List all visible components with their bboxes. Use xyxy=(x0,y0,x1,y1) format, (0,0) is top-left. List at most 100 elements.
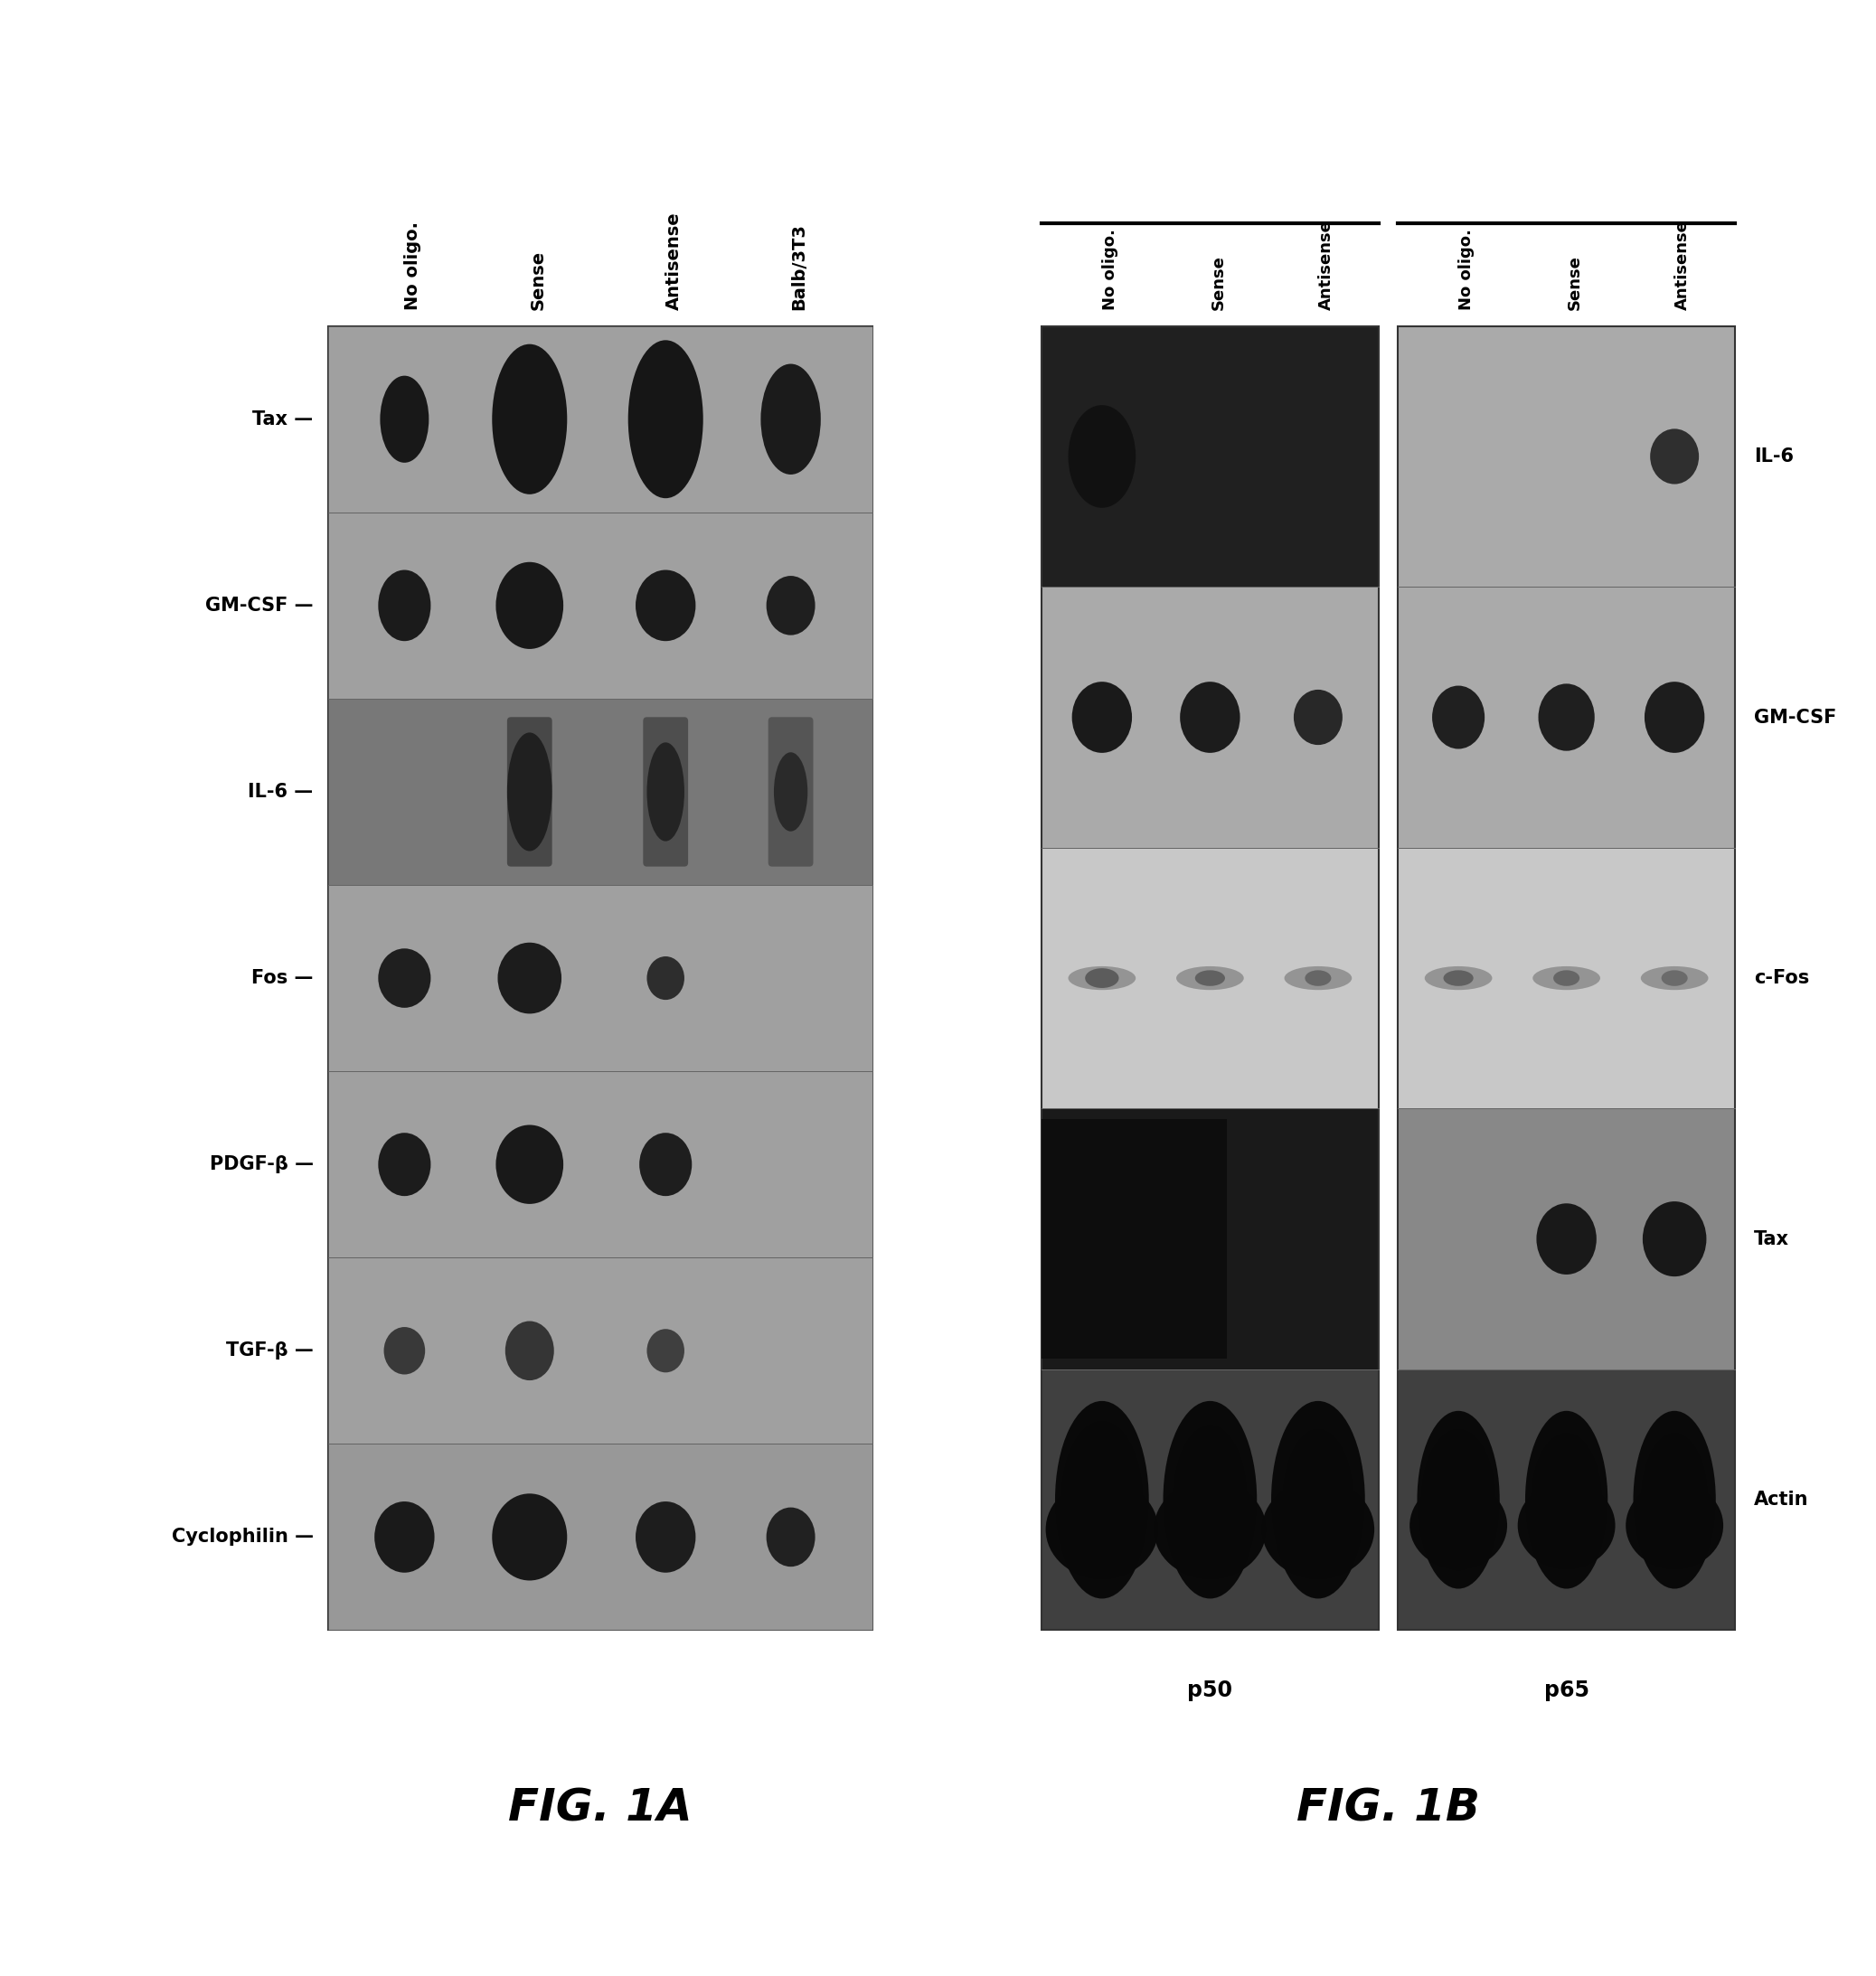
Bar xyxy=(1041,1109,1379,1369)
Bar xyxy=(328,700,872,885)
Ellipse shape xyxy=(379,1132,431,1195)
Text: IL-6: IL-6 xyxy=(1754,447,1793,466)
Ellipse shape xyxy=(647,1330,685,1373)
Ellipse shape xyxy=(492,344,567,494)
FancyBboxPatch shape xyxy=(643,717,688,867)
Ellipse shape xyxy=(1172,1425,1248,1575)
Bar xyxy=(1398,587,1735,848)
Bar xyxy=(1041,326,1379,1630)
Ellipse shape xyxy=(507,733,552,852)
Bar xyxy=(328,1071,872,1257)
Text: No oligo.: No oligo. xyxy=(405,221,422,310)
Ellipse shape xyxy=(1067,966,1135,990)
Ellipse shape xyxy=(1525,1411,1608,1589)
Ellipse shape xyxy=(1553,970,1580,986)
Text: Actin: Actin xyxy=(1754,1490,1808,1510)
Ellipse shape xyxy=(1645,682,1705,753)
Ellipse shape xyxy=(1154,1480,1266,1579)
Ellipse shape xyxy=(1272,1401,1366,1599)
Ellipse shape xyxy=(379,569,431,640)
Ellipse shape xyxy=(1651,429,1700,484)
Ellipse shape xyxy=(760,364,822,474)
Ellipse shape xyxy=(379,948,431,1008)
Text: Balb/3T3: Balb/3T3 xyxy=(792,223,809,310)
Ellipse shape xyxy=(1071,682,1131,753)
Ellipse shape xyxy=(497,943,561,1014)
Bar xyxy=(328,1257,872,1444)
Text: FIG. 1A: FIG. 1A xyxy=(508,1786,692,1830)
Bar xyxy=(1041,1118,1227,1359)
Text: Sense: Sense xyxy=(1566,255,1583,310)
Ellipse shape xyxy=(1176,966,1244,990)
Text: Tax —: Tax — xyxy=(253,411,313,429)
Ellipse shape xyxy=(1533,966,1600,990)
Ellipse shape xyxy=(773,753,807,832)
Text: Tax: Tax xyxy=(1754,1229,1790,1249)
Ellipse shape xyxy=(647,956,685,1000)
Bar xyxy=(1398,1109,1735,1369)
Text: No oligo.: No oligo. xyxy=(1458,229,1475,310)
Ellipse shape xyxy=(1518,1482,1615,1569)
Ellipse shape xyxy=(1180,682,1240,753)
Ellipse shape xyxy=(1294,690,1343,745)
Text: Sense: Sense xyxy=(1210,255,1227,310)
Ellipse shape xyxy=(375,1502,435,1573)
Ellipse shape xyxy=(1443,970,1473,986)
Text: IL-6 —: IL-6 — xyxy=(248,782,313,800)
Ellipse shape xyxy=(1283,1429,1354,1571)
Text: p65: p65 xyxy=(1544,1680,1589,1701)
Ellipse shape xyxy=(1626,1482,1724,1569)
FancyBboxPatch shape xyxy=(769,717,814,867)
Ellipse shape xyxy=(1642,966,1709,990)
Ellipse shape xyxy=(1306,970,1332,986)
Text: Antisense: Antisense xyxy=(666,211,683,310)
Bar xyxy=(1041,848,1379,1109)
Text: TGF-β —: TGF-β — xyxy=(225,1342,313,1359)
Ellipse shape xyxy=(1420,1429,1495,1571)
Text: GM-CSF: GM-CSF xyxy=(1754,707,1837,727)
Bar xyxy=(1041,1369,1379,1630)
Ellipse shape xyxy=(628,340,704,498)
Text: Fos —: Fos — xyxy=(251,968,313,988)
Text: No oligo.: No oligo. xyxy=(1101,229,1118,310)
Ellipse shape xyxy=(636,1502,696,1573)
Text: p50: p50 xyxy=(1188,1680,1233,1701)
Ellipse shape xyxy=(1634,1411,1717,1589)
Text: Antisense: Antisense xyxy=(1675,219,1690,310)
Ellipse shape xyxy=(381,375,430,462)
Ellipse shape xyxy=(765,1508,814,1567)
Ellipse shape xyxy=(647,743,685,842)
Ellipse shape xyxy=(1067,405,1135,508)
Ellipse shape xyxy=(495,561,563,648)
Text: FIG. 1B: FIG. 1B xyxy=(1296,1786,1480,1830)
Ellipse shape xyxy=(385,1328,426,1375)
Ellipse shape xyxy=(1424,966,1491,990)
Text: Cyclophilin —: Cyclophilin — xyxy=(171,1527,313,1545)
Bar xyxy=(1041,587,1379,848)
Text: GM-CSF —: GM-CSF — xyxy=(204,597,313,615)
Ellipse shape xyxy=(1084,968,1118,988)
Ellipse shape xyxy=(640,1132,692,1195)
Text: PDGF-β —: PDGF-β — xyxy=(210,1156,313,1174)
Ellipse shape xyxy=(1642,1433,1709,1567)
Ellipse shape xyxy=(1045,1480,1157,1579)
Bar xyxy=(328,326,872,512)
Ellipse shape xyxy=(495,1124,563,1203)
Bar xyxy=(328,512,872,700)
Ellipse shape xyxy=(1054,1401,1148,1599)
Bar xyxy=(1398,848,1735,1109)
Ellipse shape xyxy=(1285,966,1353,990)
Ellipse shape xyxy=(505,1322,553,1381)
Bar xyxy=(1398,326,1735,1630)
Text: Antisense: Antisense xyxy=(1319,219,1334,310)
Ellipse shape xyxy=(1163,1401,1257,1599)
Bar xyxy=(1398,1369,1735,1630)
Ellipse shape xyxy=(1416,1411,1499,1589)
Ellipse shape xyxy=(1431,686,1484,749)
Ellipse shape xyxy=(636,569,696,640)
Ellipse shape xyxy=(1538,684,1595,751)
Bar xyxy=(328,1444,872,1630)
FancyBboxPatch shape xyxy=(507,717,552,867)
Ellipse shape xyxy=(1195,970,1225,986)
Ellipse shape xyxy=(1643,1201,1707,1276)
